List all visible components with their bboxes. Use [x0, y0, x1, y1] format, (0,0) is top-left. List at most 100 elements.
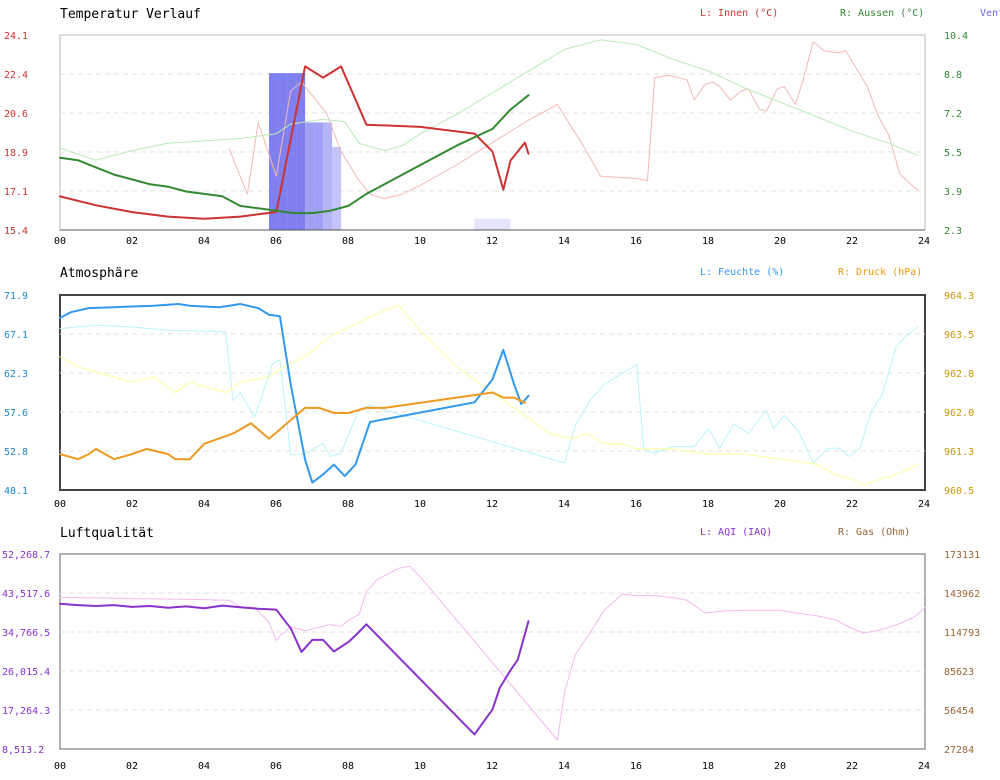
atm-right-tick: 963.5 — [944, 330, 974, 341]
gas-right-tick: 143962 — [944, 589, 980, 600]
x-tick: 08 — [342, 761, 354, 772]
gas-right-tick: 173131 — [944, 550, 980, 561]
series-line-1-1 — [59, 304, 919, 486]
x-tick: 00 — [54, 499, 66, 510]
temperature-left-ticks: 24.1 22.4 20.6 18.9 17.1 15.4 — [4, 31, 28, 237]
aqi-left-tick: 34,766.5 — [2, 628, 50, 639]
x-tick: 18 — [702, 761, 714, 772]
atm-left-tick: 52.8 — [4, 447, 28, 458]
atm-right-tick: 962.8 — [944, 369, 974, 380]
ventilation-bar — [314, 122, 324, 230]
x-tick: 24 — [918, 499, 930, 510]
x-tick: 22 — [846, 499, 858, 510]
atm-left-tick: 62.3 — [4, 369, 28, 380]
gas-right-tick: 85623 — [944, 667, 974, 678]
series-line-0-2 — [59, 65, 530, 220]
atm-right-tick: 960.5 — [944, 486, 974, 497]
series-line-1-0 — [59, 324, 919, 464]
x-tick: 04 — [198, 499, 210, 510]
air-quality-chart-title: Luftqualität — [60, 526, 154, 541]
atm-left-tick: 48.1 — [4, 486, 28, 497]
x-tick: 08 — [342, 236, 354, 247]
gas-right-tick: 27284 — [944, 745, 974, 756]
x-tick: 02 — [126, 499, 138, 510]
x-tick: 06 — [270, 236, 282, 247]
air-quality-right-ticks: 173131 143962 114793 85623 56454 27284 — [944, 550, 980, 756]
legend-aqi: L: AQI (IAQ) — [700, 527, 772, 538]
atmosphere-panel: Atmosphäre L: Feuchte (%) R: Druck (hPa)… — [4, 266, 974, 510]
ventilation-bar — [269, 73, 279, 230]
atm-right-tick: 961.3 — [944, 447, 974, 458]
air-quality-panel: Luftqualität L: AQI (IAQ) R: Gas (Ohm) 5… — [2, 526, 980, 772]
x-tick: 14 — [558, 499, 570, 510]
temperature-right-ticks: 10.4 8.8 7.2 5.5 3.9 2.3 — [944, 31, 968, 237]
air-quality-x-ticks: 00 02 04 06 08 10 12 14 16 18 20 22 24 — [54, 761, 930, 772]
x-tick: 22 — [846, 761, 858, 772]
gas-right-tick: 56454 — [944, 706, 974, 717]
x-tick: 02 — [126, 761, 138, 772]
gas-right-tick: 114793 — [944, 628, 980, 639]
atmosphere-chart-title: Atmosphäre — [60, 266, 138, 281]
x-tick: 10 — [414, 236, 426, 247]
x-tick: 10 — [414, 499, 426, 510]
x-tick: 24 — [918, 761, 930, 772]
atmosphere-right-ticks: 964.3 963.5 962.8 962.0 961.3 960.5 — [944, 291, 974, 497]
aqi-left-tick: 26,015.4 — [2, 667, 50, 678]
x-tick: 12 — [486, 499, 498, 510]
temp-right-tick: 5.5 — [944, 148, 962, 159]
temp-right-tick: 8.8 — [944, 70, 962, 81]
air-quality-gridlines — [60, 592, 925, 711]
temp-left-tick: 20.6 — [4, 109, 28, 120]
temp-left-tick: 17.1 — [4, 187, 28, 198]
legend-vent: Vent — [980, 8, 1000, 19]
atmosphere-series — [59, 303, 919, 486]
x-tick: 16 — [630, 761, 642, 772]
x-tick: 02 — [126, 236, 138, 247]
x-tick: 00 — [54, 236, 66, 247]
x-tick: 12 — [486, 761, 498, 772]
temp-right-tick: 7.2 — [944, 109, 962, 120]
x-tick: 24 — [918, 236, 930, 247]
series-line-2-0 — [59, 565, 926, 741]
air-quality-left-ticks: 52,268.7 43,517.6 34,766.5 26,015.4 17,2… — [2, 550, 50, 756]
ventilation-bar — [296, 73, 306, 230]
x-tick: 00 — [54, 761, 66, 772]
temperature-series — [59, 39, 919, 220]
atmosphere-left-ticks: 71.9 67.1 62.3 57.6 52.8 48.1 — [4, 291, 28, 497]
temp-left-tick: 22.4 — [4, 70, 28, 81]
series-line-1-3 — [59, 391, 526, 461]
temperature-chart-title: Temperatur Verlauf — [60, 7, 201, 22]
x-tick: 06 — [270, 499, 282, 510]
ventilation-bars — [269, 73, 511, 230]
x-tick: 22 — [846, 236, 858, 247]
air-quality-series — [59, 565, 926, 741]
legend-druck: R: Druck (hPa) — [838, 267, 922, 278]
x-tick: 16 — [630, 236, 642, 247]
atm-left-tick: 71.9 — [4, 291, 28, 302]
series-line-0-3 — [59, 94, 530, 215]
series-line-2-1 — [59, 602, 530, 736]
aqi-left-tick: 52,268.7 — [2, 550, 50, 561]
ventilation-bar — [474, 218, 511, 230]
ventilation-bar — [323, 122, 333, 230]
temperature-panel: Temperatur Verlauf L: Innen (°C) R: Auss… — [4, 7, 1000, 247]
air-quality-plot-frame — [59, 553, 926, 750]
x-tick: 18 — [702, 236, 714, 247]
series-line-0-1 — [59, 39, 919, 161]
ventilation-bar — [278, 73, 288, 230]
x-tick: 04 — [198, 236, 210, 247]
temp-right-tick: 2.3 — [944, 226, 962, 237]
atmosphere-gridlines — [60, 333, 925, 452]
temp-left-tick: 15.4 — [4, 226, 28, 237]
x-tick: 20 — [774, 499, 786, 510]
x-tick: 20 — [774, 236, 786, 247]
x-tick: 08 — [342, 499, 354, 510]
legend-innen: L: Innen (°C) — [700, 8, 778, 19]
temp-left-tick: 24.1 — [4, 31, 28, 42]
legend-feuchte: L: Feuchte (%) — [700, 267, 784, 278]
x-tick: 06 — [270, 761, 282, 772]
aqi-left-tick: 43,517.6 — [2, 589, 50, 600]
atm-right-tick: 964.3 — [944, 291, 974, 302]
x-tick: 04 — [198, 761, 210, 772]
